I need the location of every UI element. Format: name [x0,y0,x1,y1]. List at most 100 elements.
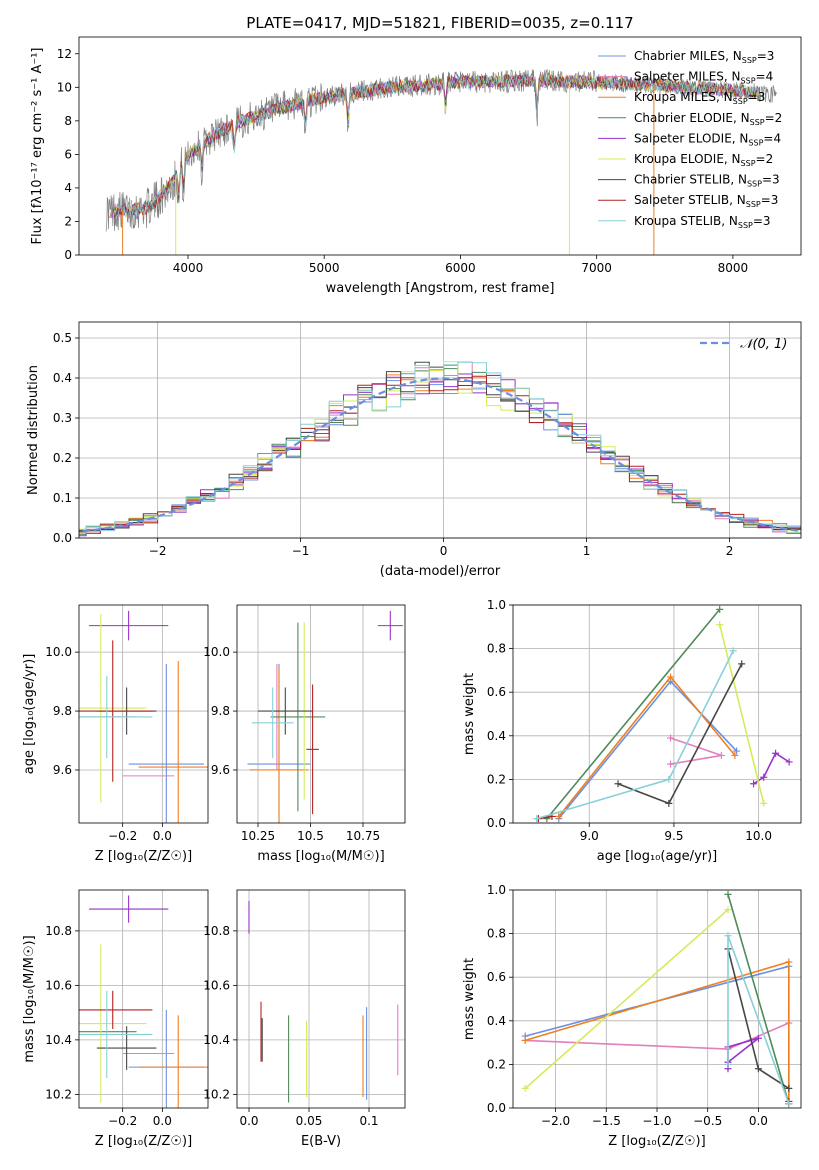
axis-label-x: Z [log₁₀(Z/Z☉)] [608,1134,705,1149]
axis-label-y: mass [log₁₀(M/M☉)] [22,935,37,1062]
axis-label-x: (data-model)/error [380,564,501,579]
weight-marker [665,799,673,807]
tick-label-x: 10.75 [346,829,380,843]
ticks: 9.0 9.5 10.0 0.0 0.2 0.4 0.6 0.8 1.0 [487,598,772,843]
legend-label: Chabrier MILES, NSSP=3 [634,49,774,65]
plot-area [247,610,403,823]
normal-curve [79,377,801,533]
tick-label-x: 0.0 [153,1114,172,1128]
tick-label-y: 0.4 [487,1014,506,1028]
weight-line [727,894,790,1104]
tick-label-x: 10.25 [241,829,275,843]
tick-label-y: 2 [64,214,72,228]
weight-line [524,908,729,1090]
tick-label-x: −2 [149,544,167,558]
axes-frame [236,889,406,1109]
panel-weight-vs-age: 9.0 9.5 10.0 0.0 0.2 0.4 0.6 0.8 1.0 age [log₁₀(a… [462,598,802,864]
tick-label-x: −2.0 [541,1114,570,1128]
weight-marker [555,812,563,820]
axis-label-y: mass weight [462,958,477,1040]
axis-label-x: wavelength [Angstrom, rest frame] [326,281,555,296]
weight-marker [667,673,675,681]
axes-frame [512,604,802,824]
weight-marker [521,1036,529,1044]
axes-frame [512,889,802,1109]
legend-label: Salpeter MILES, NSSP=4 [634,70,773,86]
plot-area [79,610,208,823]
tick-label-y: 1.0 [487,883,506,897]
panel-weight-vs-Z: −2.0 −1.5 −1.0 −0.5 0.0 0.0 0.2 0.4 0.6 0.8 1.0 Z [… [462,883,802,1149]
tick-label-y: 0.2 [53,451,72,465]
axes-frame [236,604,406,824]
tick-label-y: 0.1 [53,491,72,505]
legend-label: Chabrier STELIB, NSSP=3 [634,173,780,189]
legend-label: Kroupa STELIB, NSSP=3 [634,214,771,230]
tick-label-x: 4000 [173,261,204,275]
tick-label-x: −0.2 [108,829,137,843]
tick-label-y: 10.4 [45,1033,72,1047]
weight-marker [716,605,724,613]
tick-label-y: 8 [64,114,72,128]
panels: 4000 5000 6000 7000 8000024681012wavelength … [22,36,802,1149]
weight-marker [750,780,758,788]
axis-label-y: Flux [fλ10⁻¹⁷ erg cm⁻² s⁻¹ A⁻¹] [30,48,45,245]
tick-label-y: 0 [64,248,72,262]
spectrum-model-line [112,74,760,218]
grid [237,890,405,1108]
panel-mass-vs-Z: −0.2 0.0 10.2 10.4 10.6 10.8 Z [log₁₀(Z/Z☉)] ma… [22,889,209,1149]
legend-label: Kroupa MILES, NSSP=3 [634,90,765,106]
weight-line [617,663,743,805]
legend-label: Salpeter ELODIE, NSSP=4 [634,131,781,147]
tick-label-x: −0.2 [108,1114,137,1128]
ticks: −2.0 −1.5 −1.0 −0.5 0.0 0.0 0.2 0.4 0.6 0.8 1.0 [487,883,768,1128]
ticks: 10.25 10.5 10.75 9.6 9.8 10.0 [203,645,380,843]
tick-label-y: 0.3 [53,411,72,425]
figure-title: PLATE=0417, MJD=51821, FIBERID=0035, z=0… [246,14,633,32]
tick-label-x: −1 [292,544,310,558]
tick-label-x: −0.5 [693,1114,722,1128]
legend-label: Chabrier ELODIE, NSSP=2 [634,111,782,127]
weight-marker [729,647,737,655]
tick-label-y: 0.4 [487,729,506,743]
tick-label-y: 10.8 [45,924,72,938]
weight-marker [667,760,675,768]
weight-marker [716,621,724,629]
axes-frame [78,889,209,1109]
tick-label-y: 4 [64,181,72,195]
axis-label-x: age [log₁₀(age/yr)] [597,849,718,864]
axis-label-x: E(B-V) [301,1134,341,1149]
weight-marker [665,775,673,783]
weight-marker [785,1084,793,1092]
spectrum-model-line [114,74,760,218]
weight-marker [724,890,732,898]
tick-label-x: 10.0 [745,829,772,843]
grid [237,605,405,823]
grid [79,605,208,823]
tick-label-x: 0.05 [296,1114,323,1128]
panel-age-vs-Z: −0.2 0.0 9.6 9.8 10.0 Z [log₁₀(Z/Z☉)] age [log… [22,604,209,864]
tick-label-y: 0.0 [487,1101,506,1115]
plot-area [79,361,801,537]
tick-label-y: 0.0 [487,816,506,830]
weight-marker [760,773,768,781]
tick-label-y: 9.8 [53,704,72,718]
tick-label-y: 1.0 [487,598,506,612]
plot-area [105,68,777,255]
tick-label-y: 9.8 [211,704,230,718]
ticks: −2 −1 0 1 2 0.0 0.1 0.2 0.3 0.4 0.5 [53,331,733,558]
weight-marker [785,758,793,766]
tick-label-y: 12 [57,47,72,61]
panel-mass-vs-EBV: 0.0 0.05 0.1 10.2 10.4 10.6 10.8 E(B-V) [203,889,406,1149]
legend-label: Kroupa ELODIE, NSSP=2 [634,152,773,168]
axis-label-y: age [log₁₀(age/yr)] [22,654,37,775]
tick-label-y: 10 [57,80,72,94]
tick-label-x: 0 [440,544,448,558]
weight-marker [724,906,732,914]
weight-marker [785,1100,793,1108]
tick-label-x: 5000 [309,261,340,275]
tick-label-x: 7000 [581,261,612,275]
axis-label-x: Z [log₁₀(Z/Z☉)] [95,1134,192,1149]
weight-marker [521,1084,529,1092]
tick-label-x: 0.0 [749,1114,768,1128]
tick-label-y: 0.5 [53,331,72,345]
